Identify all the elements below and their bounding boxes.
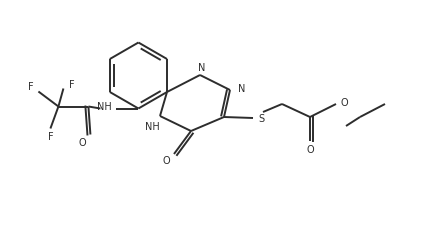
Text: O: O xyxy=(162,155,170,165)
Text: O: O xyxy=(340,97,348,108)
Text: F: F xyxy=(28,82,33,92)
Text: O: O xyxy=(79,137,86,147)
Text: NH: NH xyxy=(97,102,112,112)
Text: F: F xyxy=(69,79,74,89)
Text: N: N xyxy=(198,63,206,73)
Text: O: O xyxy=(306,144,314,154)
Text: S: S xyxy=(258,113,264,123)
Text: NH: NH xyxy=(144,122,160,131)
Text: F: F xyxy=(48,132,53,142)
Text: N: N xyxy=(238,84,246,94)
